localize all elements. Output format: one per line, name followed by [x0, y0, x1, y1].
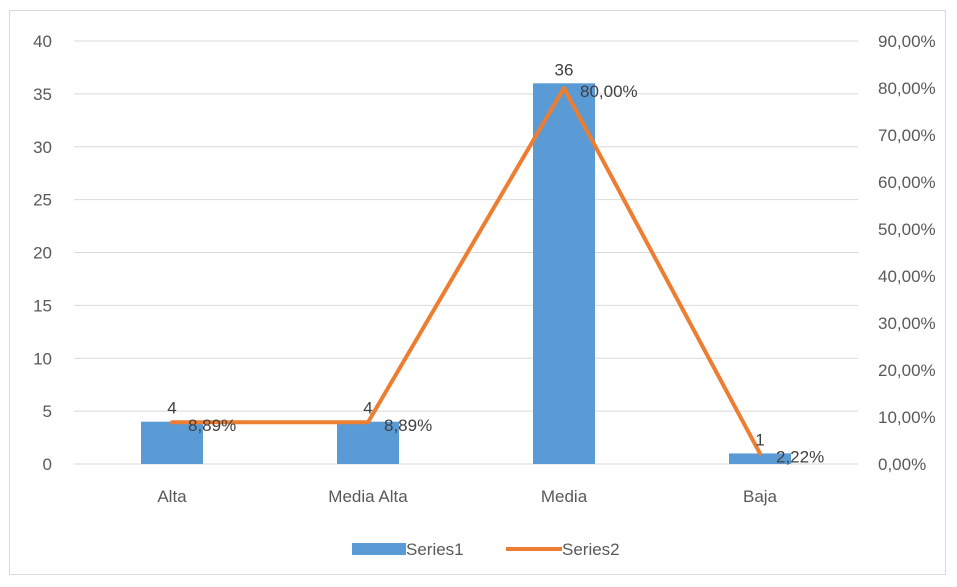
y2-tick-label: 60,00% — [878, 173, 936, 192]
y2-tick-label: 70,00% — [878, 126, 936, 145]
bar — [141, 421, 203, 464]
series1-bars — [141, 83, 791, 465]
bar — [533, 83, 595, 465]
y-tick-label: 5 — [43, 402, 52, 421]
line-data-label: 8,89% — [384, 416, 432, 435]
bar — [337, 421, 399, 464]
y-tick-label: 10 — [33, 349, 52, 368]
y-tick-label: 0 — [43, 455, 52, 474]
legend-label-series2: Series2 — [562, 540, 620, 559]
y2-tick-label: 80,00% — [878, 79, 936, 98]
y-tick-label: 35 — [33, 85, 52, 104]
chart-frame — [9, 10, 946, 575]
primary-y-axis: 0 5 10 15 20 25 30 35 40 — [33, 32, 52, 474]
y2-tick-label: 90,00% — [878, 32, 936, 51]
bar-data-label: 4 — [167, 399, 176, 418]
y2-tick-label: 10,00% — [878, 408, 936, 427]
line-data-label: 8,89% — [188, 416, 236, 435]
gridlines — [74, 40, 858, 465]
bar-data-label: 36 — [555, 60, 574, 79]
y-tick-label: 15 — [33, 296, 52, 315]
line-data-label: 2,22% — [776, 448, 824, 467]
bar-data-label: 4 — [363, 399, 372, 418]
legend: Series1 Series2 — [352, 540, 620, 559]
line-data-label: 80,00% — [580, 82, 638, 101]
x-tick-label: Alta — [157, 487, 187, 506]
bar-data-label: 1 — [755, 430, 764, 449]
legend-swatch-series1 — [352, 543, 406, 555]
y2-tick-label: 50,00% — [878, 220, 936, 239]
secondary-y-axis: 0,00% 10,00% 20,00% 30,00% 40,00% 50,00% 60,00… — [878, 32, 936, 474]
x-tick-label: Media Alta — [328, 487, 408, 506]
y2-tick-label: 0,00% — [878, 455, 926, 474]
y2-tick-label: 40,00% — [878, 267, 936, 286]
y2-tick-label: 30,00% — [878, 314, 936, 333]
y-tick-label: 20 — [33, 244, 52, 263]
y-tick-label: 25 — [33, 191, 52, 210]
series2-line — [170, 86, 762, 456]
x-tick-label: Baja — [743, 487, 778, 506]
bar — [729, 453, 791, 464]
x-tick-label: Media — [541, 487, 588, 506]
y-tick-label: 30 — [33, 138, 52, 157]
series2-line-path — [170, 86, 762, 456]
y2-tick-label: 20,00% — [878, 361, 936, 380]
x-axis: Alta Media Alta Media Baja — [157, 487, 777, 506]
y-tick-label: 40 — [33, 32, 52, 51]
legend-label-series1: Series1 — [406, 540, 464, 559]
data-labels: 4 4 36 1 8,89% 8,89% 80,00% 2,22% — [167, 60, 824, 466]
